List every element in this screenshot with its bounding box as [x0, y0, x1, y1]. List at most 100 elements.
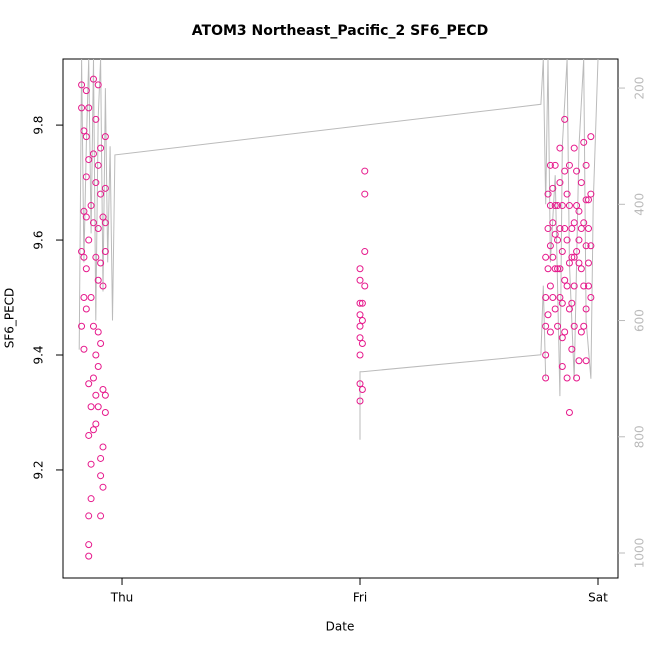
point — [551, 265, 559, 273]
point — [87, 460, 95, 468]
point — [97, 340, 105, 348]
point — [570, 253, 578, 261]
point — [577, 328, 585, 336]
point — [89, 150, 97, 158]
point — [584, 196, 592, 204]
point — [587, 294, 595, 302]
point — [556, 179, 564, 187]
point — [80, 207, 88, 215]
point — [573, 248, 581, 256]
point — [542, 351, 550, 359]
point — [89, 322, 97, 330]
point — [97, 454, 105, 462]
point — [85, 512, 93, 520]
point — [575, 259, 583, 267]
point — [556, 265, 564, 273]
point — [99, 443, 107, 451]
point — [94, 225, 102, 233]
point — [356, 311, 364, 319]
point — [361, 282, 369, 290]
y2-tick-label: 400 — [633, 193, 647, 216]
point — [101, 219, 109, 227]
point — [82, 133, 90, 141]
point — [570, 219, 578, 227]
point — [92, 253, 100, 261]
point — [82, 305, 90, 313]
point — [577, 179, 585, 187]
point — [551, 305, 559, 313]
point — [549, 294, 557, 302]
point — [89, 219, 97, 227]
point — [580, 322, 588, 330]
point — [358, 317, 366, 325]
point — [582, 305, 590, 313]
point — [549, 219, 557, 227]
point — [568, 253, 576, 261]
point — [544, 311, 552, 319]
point — [356, 380, 364, 388]
point — [563, 374, 571, 382]
point — [85, 104, 93, 112]
point — [356, 322, 364, 330]
point — [356, 299, 364, 307]
point — [570, 282, 578, 290]
point — [97, 259, 105, 267]
point — [554, 322, 562, 330]
point — [361, 248, 369, 256]
point — [587, 133, 595, 141]
point — [558, 299, 566, 307]
point — [101, 184, 109, 192]
point — [92, 391, 100, 399]
point — [580, 138, 588, 146]
point — [101, 248, 109, 256]
point — [582, 357, 590, 365]
point — [97, 472, 105, 480]
point — [549, 184, 557, 192]
point — [573, 167, 581, 175]
x-tick-label: Fri — [353, 591, 367, 605]
y-tick-label: 9.2 — [32, 460, 46, 479]
point — [558, 202, 566, 210]
point — [554, 236, 562, 244]
point — [94, 81, 102, 89]
point — [561, 276, 569, 284]
point — [92, 115, 100, 123]
point — [556, 144, 564, 152]
point — [549, 253, 557, 261]
point — [542, 253, 550, 261]
point — [89, 75, 97, 83]
point — [544, 225, 552, 233]
x-tick-label: Sat — [588, 591, 608, 605]
point — [556, 294, 564, 302]
point — [78, 322, 86, 330]
point — [89, 426, 97, 434]
point — [570, 144, 578, 152]
point — [85, 380, 93, 388]
point — [78, 248, 86, 256]
point — [82, 87, 90, 95]
y-axis-label: SF6_PECD — [3, 288, 17, 349]
point — [94, 276, 102, 284]
point — [584, 282, 592, 290]
point — [565, 161, 573, 169]
point — [568, 225, 576, 233]
point — [580, 282, 588, 290]
point — [584, 225, 592, 233]
point — [561, 115, 569, 123]
point — [563, 190, 571, 198]
point — [85, 541, 93, 549]
point — [558, 362, 566, 370]
point — [554, 265, 562, 273]
point — [85, 552, 93, 560]
point — [584, 259, 592, 267]
point — [577, 265, 585, 273]
point — [361, 190, 369, 198]
chart-title: ATOM3 Northeast_Pacific_2 SF6_PECD — [192, 23, 488, 39]
point — [561, 328, 569, 336]
point — [544, 190, 552, 198]
y-tick-label: 9.6 — [32, 230, 46, 249]
point — [97, 512, 105, 520]
y2-tick-label: 200 — [633, 77, 647, 100]
point — [546, 242, 554, 250]
